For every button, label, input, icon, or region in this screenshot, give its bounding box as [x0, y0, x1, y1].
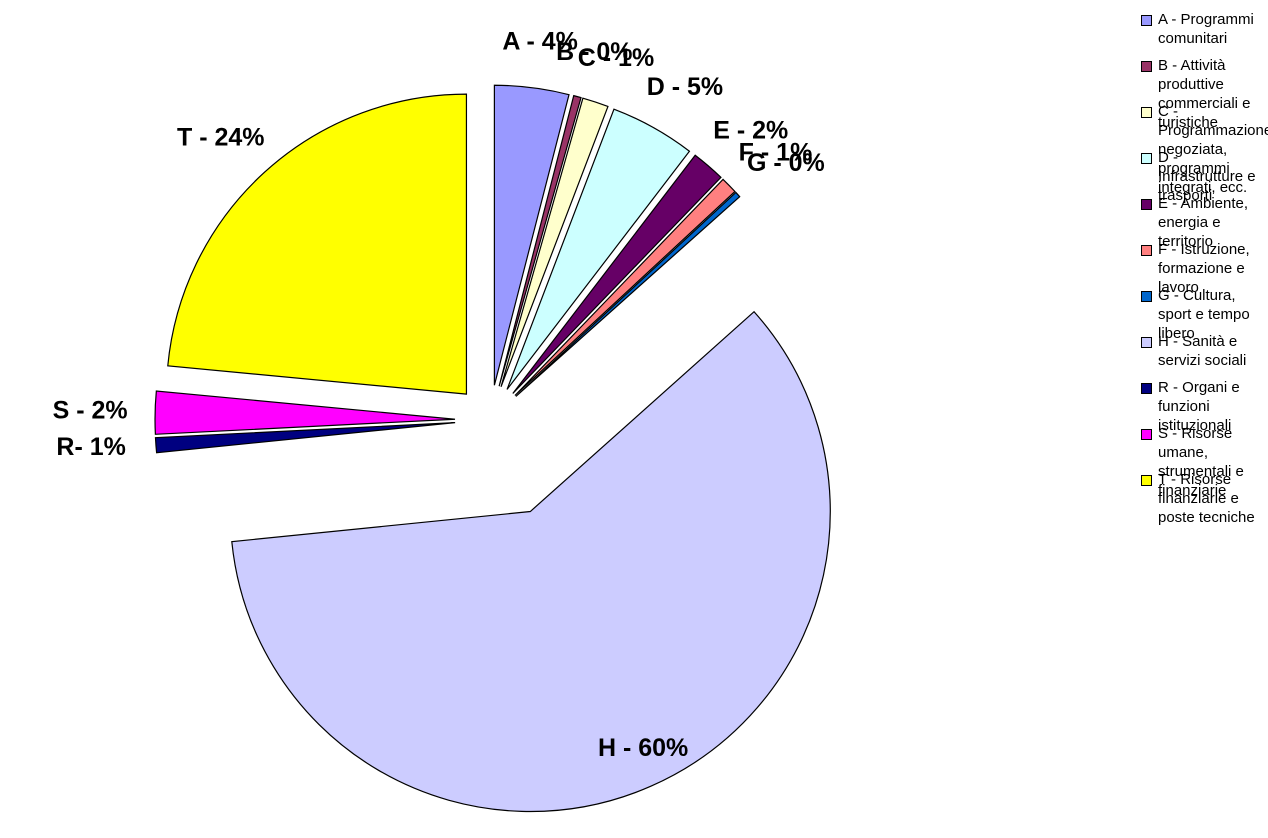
pie-area: A - 4%B - 0%C - 1%D - 5% E - 2%F - 1%G - …: [53, 28, 831, 813]
legend-swatch: [1141, 153, 1152, 164]
legend: A - Programmi comunitari B - Attività pro…: [1138, 10, 1268, 526]
legend-label: F - Istruzione, formazione e lavoro: [1158, 241, 1250, 296]
legend-item: H - Sanità e servizi sociali: [1138, 332, 1266, 378]
legend-label: B - Attività produttive commerciali e tu…: [1158, 57, 1251, 131]
pie-slice: [512, 154, 722, 394]
legend-swatch: [1141, 383, 1152, 394]
data-label: R- 1%: [56, 433, 125, 461]
data-label: E - 2%: [713, 116, 788, 144]
data-label: F - 1%: [739, 138, 813, 166]
pie-slice: [498, 94, 582, 387]
legend-swatch: [1141, 61, 1152, 72]
legend-item: B - Attività produttive commerciali e tu…: [1138, 56, 1266, 131]
legend-label: A - Programmi comunitari: [1158, 11, 1254, 47]
data-label: S - 2%: [53, 396, 128, 424]
legend-label: S - Risorse umane, strumentali e finanzi…: [1158, 425, 1244, 499]
legend-item: D - Infrastrutture e trasporti: [1138, 148, 1266, 204]
legend-item: R - Organi e funzioni istituzionali: [1138, 378, 1266, 434]
pie-slice: [515, 191, 741, 397]
legend-swatch: [1141, 429, 1152, 440]
data-label: G - 0%: [747, 149, 825, 177]
legend-label: D - Infrastrutture e trasporti: [1158, 149, 1256, 204]
legend-label: G - Cultura, sport e tempo libero: [1158, 287, 1250, 342]
legend-item: C - Programmazione negoziata, programmi …: [1138, 102, 1268, 196]
legend-swatch: [1141, 291, 1152, 302]
legend-label: C - Programmazione negoziata, programmi …: [1158, 103, 1268, 196]
legend-swatch: [1141, 245, 1152, 256]
legend-label: H - Sanità e servizi sociali: [1158, 333, 1247, 369]
pie-slice: [154, 390, 456, 435]
data-label: D - 5%: [647, 73, 723, 101]
legend-swatch: [1141, 107, 1152, 118]
legend-item: S - Risorse umane, strumentali e finanzi…: [1138, 424, 1266, 499]
data-label: C - 1%: [578, 44, 654, 72]
pie-slice: [514, 178, 736, 396]
pie-slice: [506, 108, 691, 390]
legend-item: A - Programmi comunitari: [1138, 10, 1266, 56]
pie-slice: [167, 93, 468, 395]
legend-swatch: [1141, 15, 1152, 26]
data-label: T - 24%: [177, 124, 265, 152]
legend-swatch: [1141, 199, 1152, 210]
pie-slice: [500, 97, 609, 387]
legend-item: F - Istruzione, formazione e lavoro: [1138, 240, 1266, 296]
legend-swatch: [1141, 337, 1152, 348]
data-label: B - 0%: [556, 38, 632, 66]
data-label: H - 60%: [598, 734, 688, 762]
legend-label: T - Risorse finanziarie e poste tecniche: [1158, 471, 1255, 526]
legend-label: R - Organi e funzioni istituzionali: [1158, 379, 1240, 434]
legend-item: E - Ambiente, energia e territorio: [1138, 194, 1266, 250]
legend-swatch: [1141, 475, 1152, 486]
pie-slice: [231, 310, 831, 813]
data-label: A - 4%: [502, 28, 577, 56]
legend-item: G - Cultura, sport e tempo libero: [1138, 286, 1266, 342]
legend-label: E - Ambiente, energia e territorio: [1158, 195, 1249, 250]
pie-slice: [493, 84, 570, 386]
pie-slice: [154, 422, 456, 454]
legend-item: T - Risorse finanziarie e poste tecniche: [1138, 470, 1266, 526]
